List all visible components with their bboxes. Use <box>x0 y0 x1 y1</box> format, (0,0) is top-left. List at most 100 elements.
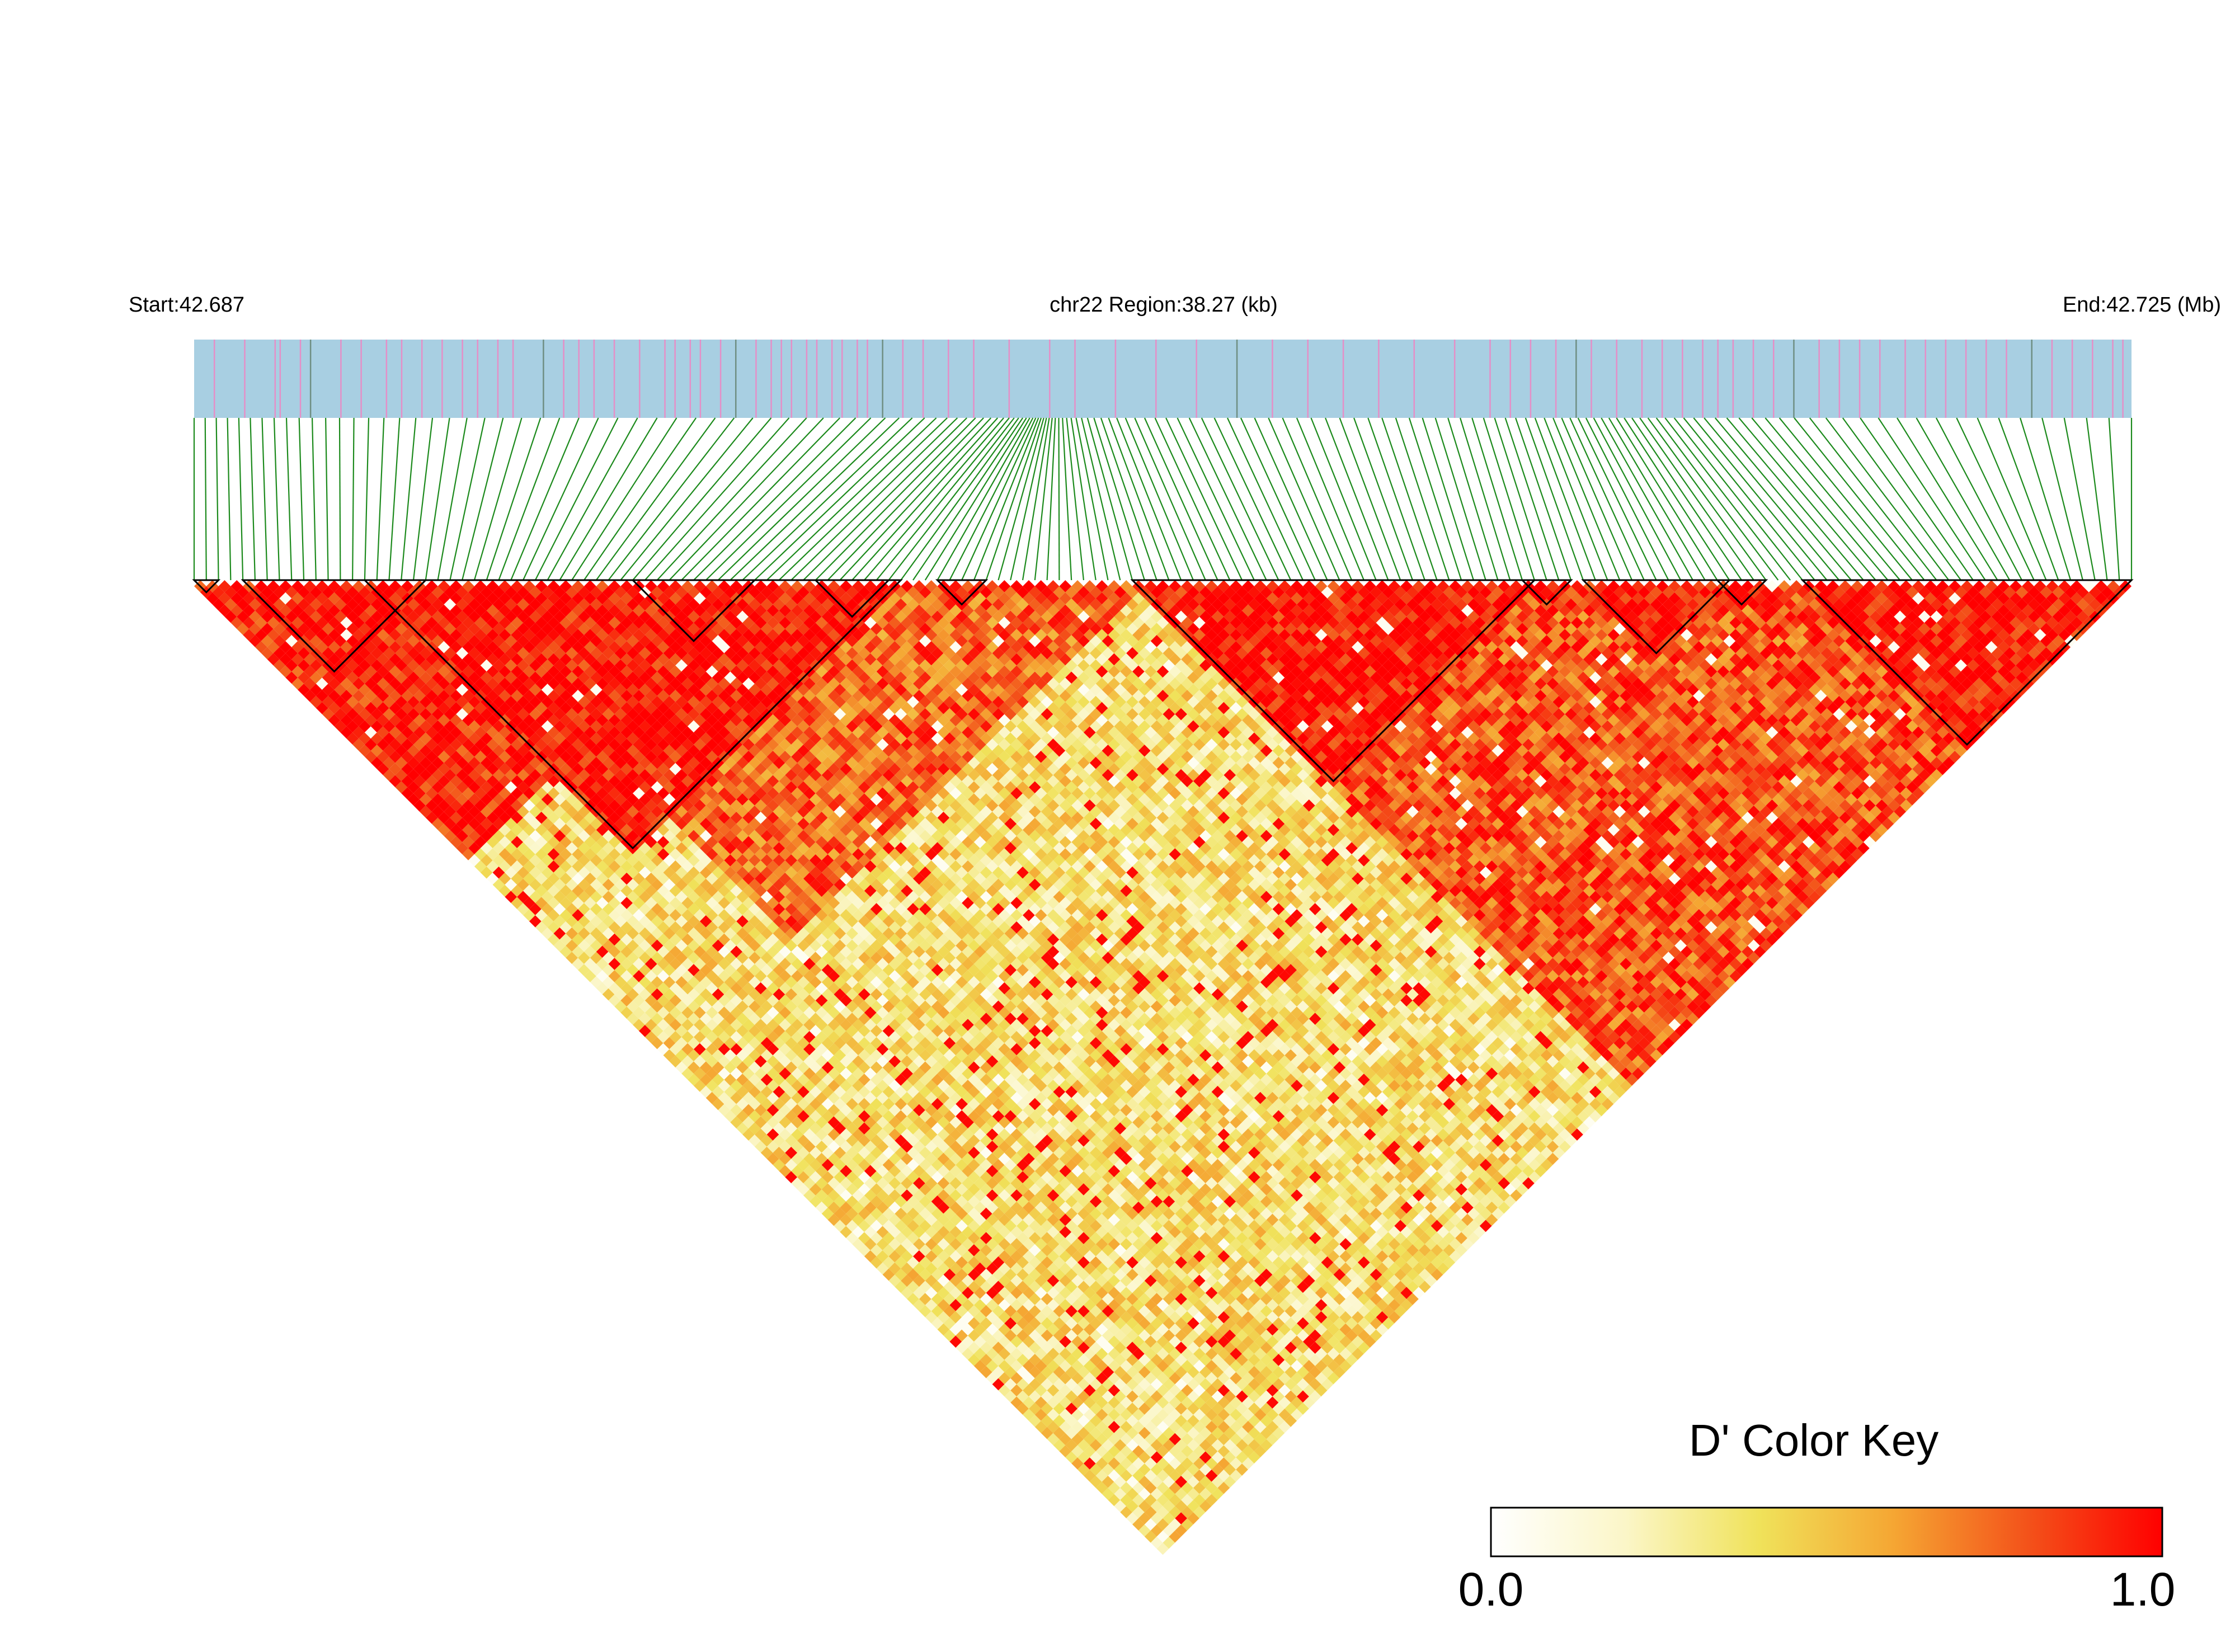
ld-cell <box>913 1274 925 1287</box>
ld-cell <box>980 1342 992 1354</box>
snp-connector <box>1381 417 1438 581</box>
ld-cell <box>1023 1384 1035 1397</box>
snp-connector <box>632 417 772 581</box>
snp-connector <box>1683 417 1815 581</box>
snp-connector <box>595 417 716 581</box>
ld-cell <box>261 647 274 660</box>
ld-cell <box>760 1110 773 1123</box>
ld-cell <box>992 1378 1005 1391</box>
ld-cell <box>968 1317 980 1330</box>
ld-cell <box>663 1000 676 1013</box>
ld-cell <box>907 1268 919 1281</box>
ld-cell <box>578 939 590 952</box>
ld-cell <box>553 903 566 915</box>
ld-cell <box>407 781 420 794</box>
ld-cell <box>346 732 359 745</box>
ld-cell <box>693 1030 706 1043</box>
ld-cell <box>346 684 359 696</box>
ld-cell <box>237 623 250 636</box>
ld-cell <box>474 836 487 849</box>
ld-cell <box>663 1037 676 1049</box>
ld-cell <box>492 830 505 843</box>
snp-connector <box>1296 417 1364 581</box>
snp-connector <box>1154 417 1231 581</box>
ld-cell <box>340 726 353 739</box>
ld-cell <box>962 1348 974 1360</box>
ld-cell <box>249 623 261 636</box>
ld-cell <box>1138 1500 1151 1513</box>
ld-cell <box>456 842 469 855</box>
ld-cell <box>1028 1414 1041 1427</box>
ld-cell <box>1010 1372 1023 1385</box>
ld-cell <box>304 690 316 702</box>
ld-cell <box>1150 1536 1163 1549</box>
ld-cell <box>1114 1488 1127 1500</box>
snp-connector <box>985 417 1042 581</box>
snp-connector <box>2086 417 2108 581</box>
ld-cell <box>291 641 304 653</box>
snp-connector <box>1188 417 1267 581</box>
ld-cell <box>389 750 402 763</box>
snp-connector <box>693 417 857 581</box>
snp-connector <box>1144 417 1218 581</box>
ld-cell <box>968 1342 980 1354</box>
ld-cell <box>395 781 408 794</box>
ld-cell <box>730 1116 743 1129</box>
ld-cell <box>224 586 237 599</box>
ld-cell <box>986 1335 999 1348</box>
snp-connector <box>1673 417 1803 581</box>
snp-connector <box>1471 417 1523 581</box>
ld-cell <box>1053 1439 1066 1452</box>
ld-cell <box>608 945 621 958</box>
ld-cell <box>858 1207 871 1220</box>
ld-cell <box>450 823 463 836</box>
ld-cell <box>395 769 408 782</box>
ld-cell <box>1010 1384 1023 1397</box>
ld-cell <box>517 854 529 867</box>
ld-cell <box>230 580 243 592</box>
ld-cell <box>370 745 383 757</box>
ld-cell <box>304 653 316 666</box>
snp-connector <box>1213 417 1292 581</box>
ld-cell <box>279 653 292 666</box>
ld-cell <box>779 1128 792 1141</box>
ld-cell <box>322 684 335 696</box>
ld-cell <box>895 1281 907 1293</box>
ld-cell <box>992 1366 1005 1378</box>
ld-cell <box>523 897 535 910</box>
ld-cell <box>413 799 426 812</box>
ld-cell <box>712 1085 724 1098</box>
ld-cell <box>1120 1481 1133 1494</box>
ld-cell <box>876 1226 889 1239</box>
snp-connector <box>1022 417 1050 581</box>
ld-cell <box>907 1281 919 1293</box>
ld-cell <box>925 1287 938 1300</box>
ld-cell <box>383 756 396 769</box>
ld-cell <box>316 702 328 714</box>
ld-cell <box>925 1274 938 1287</box>
ld-cell <box>395 745 408 757</box>
ld-cell <box>834 1183 846 1196</box>
snp-connector <box>1201 417 1279 581</box>
ld-cell <box>462 799 474 812</box>
snp-connector <box>1339 417 1401 581</box>
snp-connector <box>1483 417 1535 581</box>
ld-cell <box>943 1317 956 1330</box>
ld-cell <box>541 915 554 928</box>
ld-cell <box>1065 1414 1078 1427</box>
snp-connector <box>311 417 317 581</box>
snp-connector <box>669 417 824 581</box>
snp-connector <box>730 417 900 581</box>
ld-cell <box>322 708 335 721</box>
snp-connector <box>1093 417 1145 581</box>
ld-cell <box>596 933 609 946</box>
snp-connector <box>1460 417 1511 581</box>
snp-connector <box>851 417 999 581</box>
ld-cell <box>1126 1488 1138 1500</box>
snp-connector <box>1165 417 1243 581</box>
ld-cell <box>644 994 657 1007</box>
snp-connector <box>1494 417 1547 581</box>
ld-cell <box>693 1079 706 1092</box>
ld-cell <box>644 1019 657 1031</box>
